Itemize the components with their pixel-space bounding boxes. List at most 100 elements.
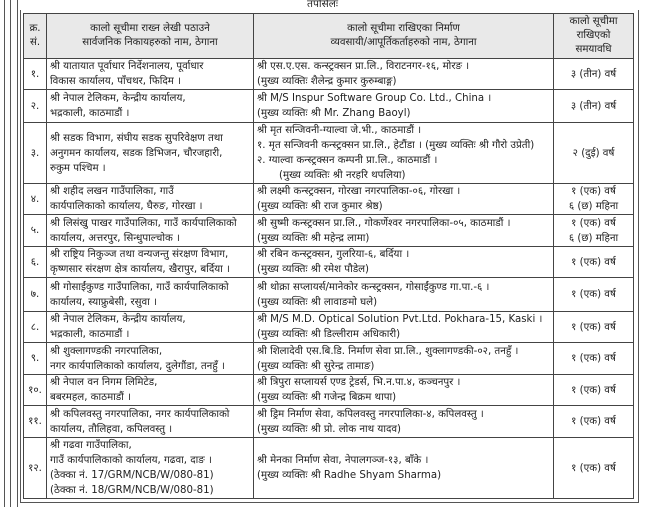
agency-line: (ठेक्का नं. 18/GRM/NCB/W/080-81) [50,485,214,496]
firm-line: (मुख्य व्यक्तिः शैलेन्द्र कुमार कुरुम्बा… [257,76,397,87]
serial-number: १. [23,58,47,90]
period-cell: १ (एक) वर्ष [553,342,634,375]
firm-line: श्री सुष्मी कन्स्ट्रक्सन प्रा.लि., गोकर्… [257,217,511,229]
firm-cell: श्री M/S M.D. Optical Solution Pvt.Ltd. … [253,311,554,343]
period-line: १ (एक) वर्ष [571,217,616,229]
firm-line: श्री M/S M.D. Optical Solution Pvt.Ltd. … [257,314,543,325]
period-cell: १ (एक) वर्ष [553,277,634,312]
header-serial: क्र. सं. [23,13,47,59]
agency-cell: श्री यातायात पूर्वाधार निर्देशनालय, पूर्… [46,58,254,90]
header-firm: कालो सूचीमा राखिएका निर्माण व्यवसायी/आपूर… [253,13,554,59]
firm-cell: श्री लक्ष्मी कन्स्ट्रक्सन, गोरखा नगरपालि… [253,183,554,215]
agency-line: नगर कार्यपालिकाको कार्यालय, दुलेगौंडा, त… [50,360,225,372]
header-line: कालो सूचीमा [569,16,618,27]
firm-cell: श्री एस.ए.एस. कन्स्ट्रक्सन प्रा.लि., विर… [253,58,554,90]
firm-line: २. ग्याल्वा कन्स्ट्रक्सन कम्पनी प्रा.लि.… [257,155,438,166]
agency-line: गाउँ कार्यपालिकाको कार्यालय, गढवा, दाङ । [50,455,212,466]
firm-line: श्री शिलादेवी एस.बि.डि. निर्माण सेवा प्र… [257,345,519,357]
header-line: क्र. [29,23,41,34]
table-row: १२. श्री गढवा गाउँपालिका, गाउँ कार्यपालिका… [23,437,634,499]
agency-line: श्री गोसाईंकुण्ड गाउँपालिका, गाउँ कार्यप… [50,281,229,293]
agency-line: श्री यातायात पूर्वाधार निर्देशनालय, पूर्… [50,61,204,72]
period-cell: १ (एक) वर्ष [553,311,634,343]
table-row: २. श्री नेपाल टेलिकम, केन्द्रीय कार्यालय,… [23,89,634,123]
agency-line: श्री शहीद लखन गाउँपालिका, गाउँ [50,186,174,197]
table-row: ९. श्री शुक्लागण्डकी नगरपालिका, नगर कार्यप… [23,342,634,375]
period-line: १ (एक) वर्ष [571,416,616,427]
period-line: ३ (तीन) वर्ष [570,68,617,80]
firm-line: श्री त्रिपुरा सप्लायर्स एण्ड ट्रेडर्स, भ… [257,377,461,388]
agency-cell: श्री गोसाईंकुण्ड गाउँपालिका, गाउँ कार्यप… [46,277,254,312]
period-line: १ (एक) वर्ष [571,462,616,474]
table-row: ४. श्री शहीद लखन गाउँपालिका, गाउँ कार्यपाल… [23,183,634,215]
firm-line: १. मृत सन्जिवनी कन्स्ट्रक्सन प्रा.लि., ह… [257,140,535,151]
serial-number: ६. [23,246,47,278]
table-body: १. श्री यातायात पूर्वाधार निर्देशनालय, पू… [23,58,634,499]
firm-line: (मुख्य व्यक्तिः श्री महेन्द्र लामा) [257,232,370,244]
agency-line: रुकुम पश्चिम । [50,162,106,174]
agency-cell: श्री गढवा गाउँपालिका, गाउँ कार्यपालिकाको … [46,437,254,499]
agency-line: श्री लिसंखु पाखर गाउँपालिका, गाउँ कार्यप… [50,217,237,229]
agency-line: श्री राष्ट्रिय निकुञ्ज तथा वन्यजन्तु संर… [50,249,229,260]
agency-line: श्री गढवा गाउँपालिका, [50,440,132,451]
firm-line: श्री मृत सन्जिवनी-ग्याल्वा जे.भी., काठमा… [257,125,422,136]
period-cell: १ (एक) वर्ष ६ (छ) महिना [553,183,634,215]
agency-cell: श्री नेपाल टेलिकम, केन्द्रीय कार्यालय, भद… [46,89,254,123]
firm-line: (मुख्य व्यक्तिः श्री रमेश पौडेल) [257,264,370,275]
agency-line: बबरमहल, काठमाडौं । [50,392,131,403]
serial-number: १२. [23,437,47,499]
serial-number: ११. [23,405,47,438]
firm-line: (मुख्य व्यक्तिः श्री डिल्लीराम अधिकारी) [257,329,401,340]
serial-number: ९. [23,342,47,375]
firm-line: श्री थोक्रा सप्लायर्स/मानेकोर कन्स्ट्रक्… [257,281,490,293]
agency-line: विकास कार्यालय, पाँचथर, फिदिम । [50,76,181,87]
serial-number: ४. [23,183,47,215]
serial-number: ५. [23,214,47,247]
period-line: १ (एक) वर्ष [571,289,616,300]
period-cell: १ (एक) वर्ष [553,437,634,499]
blacklist-table: क्र. सं. कालो सूचीमा राख्न लेखी पठाउने सार… [23,13,634,499]
agency-cell: श्री कपिलवस्तु नगरपालिका, नगर कार्यपालिक… [46,405,254,438]
document-frame [20,10,639,503]
serial-number: ३. [23,122,47,184]
firm-cell: श्री ड्रिम निर्माण सेवा, कपिलवस्तु नगरपा… [253,405,554,438]
agency-line: कार्यपालिकाको कार्यालय, घैरुङ, गोरखा । [50,201,203,212]
firm-cell: श्री रबिन कन्स्ट्रक्सन, गुलरिया-६, बर्दि… [253,246,554,278]
table-row: ६. श्री राष्ट्रिय निकुञ्ज तथा वन्यजन्तु स… [23,246,634,278]
firm-cell: श्री M/S Inspur Software Group Co. Ltd.,… [253,89,554,123]
period-cell: १ (एक) वर्ष [553,246,634,278]
agency-line: कार्यालय, स्याफ्रुबेसी, रसुवा । [50,296,157,308]
firm-line: श्री M/S Inspur Software Group Co. Ltd.,… [257,93,492,104]
header-line: कालो सूचीमा राखिएका निर्माण [347,23,460,34]
firm-line: (मुख्य व्यक्तिः श्री नरहरि थपलिया) [279,170,406,181]
period-line: ६ (छ) महिना [568,201,619,212]
agency-cell: श्री सडक विभाग, संघीय सडक सुपरिवेक्षण तथ… [46,122,254,184]
table-row: ५. श्री लिसंखु पाखर गाउँपालिका, गाउँ कार्… [23,214,634,247]
table-row: १. श्री यातायात पूर्वाधार निर्देशनालय, पू… [23,58,634,90]
firm-line: (मुख्य व्यक्तिः श्री गजेन्द्र बिक्रम थाप… [257,392,397,403]
header-row: क्र. सं. कालो सूचीमा राख्न लेखी पठाउने सार… [23,13,634,59]
firm-cell: श्री मृत सन्जिवनी-ग्याल्वा जे.भी., काठमा… [253,122,554,184]
header-line: राखिएको [576,30,611,41]
firm-line: (मुख्य व्यक्तिः श्री सुरेन्द्र तामाङ) [257,360,375,372]
serial-number: २. [23,89,47,123]
serial-number: ७. [23,277,47,312]
agency-line: श्री शुक्लागण्डकी नगरपालिका, [50,345,163,357]
firm-line: श्री एस.ए.एस. कन्स्ट्रक्सन प्रा.लि., विर… [257,61,470,72]
firm-line: श्री ड्रिम निर्माण सेवा, कपिलवस्तु नगरपा… [257,408,484,420]
firm-line: श्री मेनका निर्माण सेवा, नेपालगञ्ज-१३, ब… [257,455,429,466]
firm-line: श्री लक्ष्मी कन्स्ट्रक्सन, गोरखा नगरपालि… [257,186,461,197]
section-title: तपसिलः [306,0,338,10]
serial-number: ८. [23,311,47,343]
agency-line: कृष्णसार संरक्षण क्षेत्र कार्यालय, खैराप… [50,264,230,275]
table-row: ११. श्री कपिलवस्तु नगरपालिका, नगर कार्यपा… [23,405,634,438]
header-period: कालो सूचीमा राखिएको समयावधि [553,13,634,59]
header-line: समयावधि [575,44,612,55]
firm-cell: श्री त्रिपुरा सप्लायर्स एण्ड ट्रेडर्स, भ… [253,374,554,406]
period-line: १ (एक) वर्ष [571,353,616,364]
agency-line: अनुगमन कार्यालय, सडक डिभिजन, चौरजहारी, [50,147,223,159]
table-row: ३. श्री सडक विभाग, संघीय सडक सुपरिवेक्षण … [23,122,634,184]
table-row: १०. श्री नेपाल वन निगम लिमिटेड, बबरमहल, का… [23,374,634,406]
period-cell: ३ (तीन) वर्ष [553,58,634,90]
agency-line: कार्यालय, अत्तरपुर, सिन्धुपाल्चोक । [50,232,180,244]
